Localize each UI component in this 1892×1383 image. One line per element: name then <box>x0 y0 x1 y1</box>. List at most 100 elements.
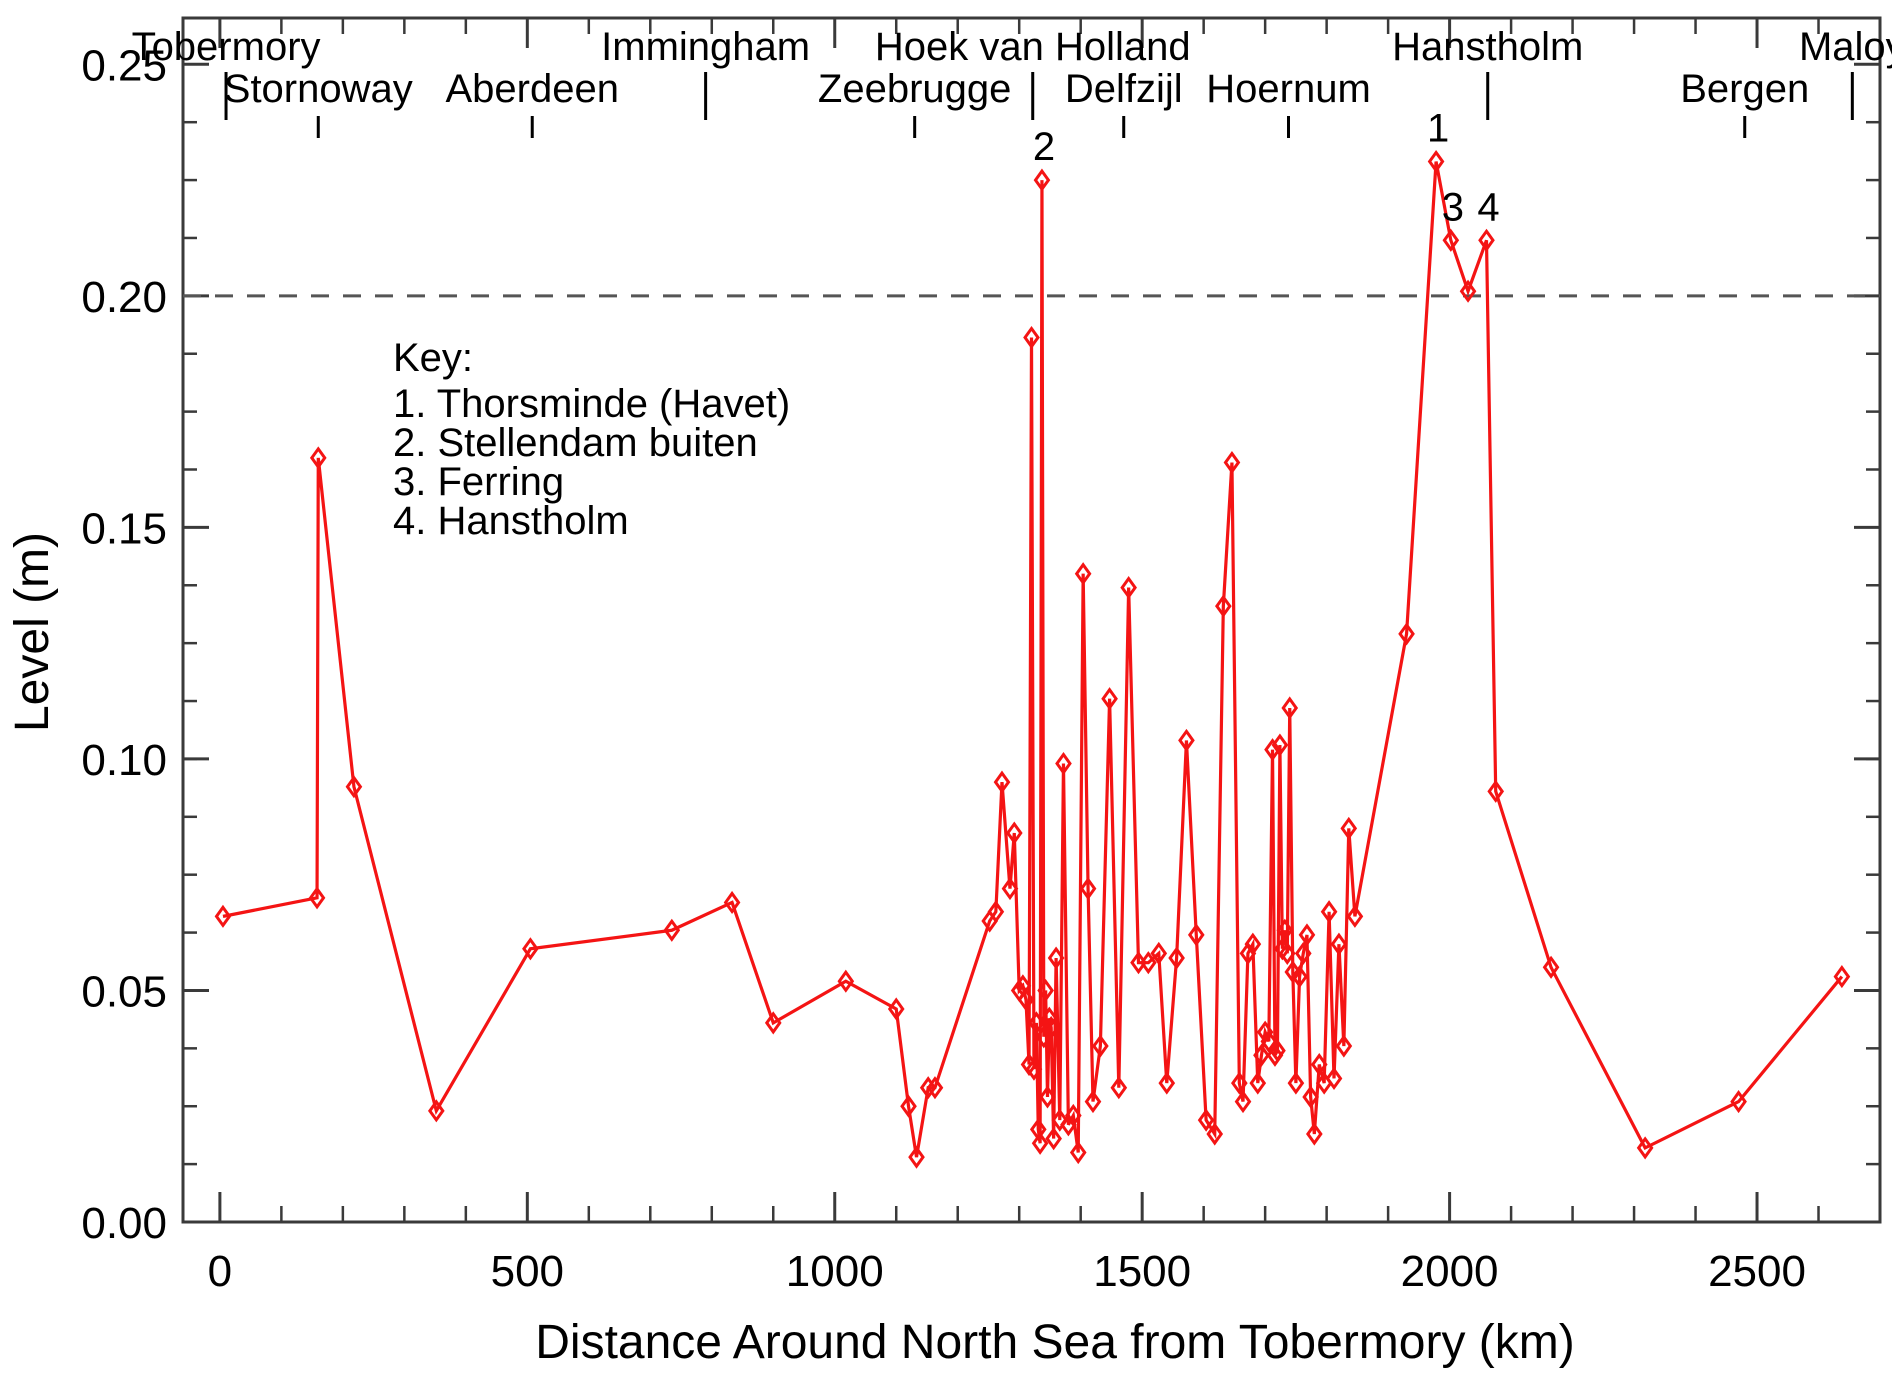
peak-annotations: 2 1 3 4 <box>1033 107 1500 230</box>
data-point-marker <box>1459 279 1477 303</box>
data-point-marker <box>1084 1090 1102 1114</box>
data-point-marker <box>663 918 681 942</box>
data-point-marker <box>1276 918 1294 942</box>
annotation-3: 3 <box>1442 185 1464 229</box>
data-point-marker <box>1092 1034 1109 1058</box>
data-series-level <box>214 149 1851 1169</box>
data-point-marker <box>522 937 539 961</box>
port-label-immingham: Immingham <box>601 25 810 69</box>
port-label-stornoway: Stornoway <box>224 67 413 111</box>
data-point-marker <box>1158 1071 1176 1095</box>
data-point-marker <box>1244 932 1262 956</box>
data-point-marker <box>1478 228 1495 252</box>
data-point-marker <box>1730 1090 1747 1114</box>
data-point-marker <box>1291 965 1308 989</box>
data-point-marker <box>1306 1122 1323 1146</box>
data-point-marker <box>1253 1043 1270 1067</box>
data-point-marker <box>1636 1136 1654 1160</box>
port-label-delfzijl: Delfzijl <box>1065 67 1183 111</box>
y-tick-label: 0.25 <box>81 41 167 90</box>
data-point-marker <box>1298 923 1316 947</box>
y-tick-label: 0.10 <box>81 736 167 785</box>
data-point-marker <box>1542 955 1560 979</box>
port-label-zeebrugge: Zeebrugge <box>818 67 1011 111</box>
data-point-marker <box>1427 149 1445 174</box>
key-item-4: 4. Hanstholm <box>393 499 629 543</box>
data-point-marker <box>1271 733 1289 757</box>
data-point-marker <box>1025 1057 1043 1081</box>
data-point-marker <box>1039 1085 1056 1109</box>
port-label-hoernum: Hoernum <box>1206 67 1371 111</box>
data-point-marker <box>345 775 363 799</box>
data-point-marker <box>1249 1071 1267 1095</box>
data-point-marker <box>1234 1090 1252 1114</box>
data-point-marker <box>1302 1085 1319 1109</box>
data-point-marker <box>837 969 855 993</box>
data-point-marker <box>764 1011 782 1035</box>
x-tick-label: 2500 <box>1708 1247 1806 1296</box>
plot-frame <box>181 16 1882 1224</box>
data-point-marker <box>1031 1131 1049 1155</box>
y-tick-label: 0.05 <box>81 967 167 1016</box>
annotation-4: 4 <box>1477 185 1499 229</box>
port-label-aberdeen: Aberdeen <box>445 67 618 111</box>
plot-box <box>181 16 1882 1224</box>
data-point-marker <box>1264 738 1281 762</box>
data-point-marker <box>1055 751 1072 776</box>
data-point-marker <box>1330 932 1348 956</box>
data-point-marker <box>1028 1011 1045 1035</box>
series-polyline <box>222 161 1844 1158</box>
data-point-marker <box>908 1145 925 1169</box>
data-point-marker <box>1294 941 1312 965</box>
data-point-marker <box>1223 450 1241 475</box>
x-tick-label: 500 <box>491 1247 564 1296</box>
y-tick-label: 0.20 <box>81 273 167 322</box>
key-item-3: 3. Ferring <box>393 460 564 504</box>
data-point-marker <box>1139 951 1157 975</box>
x-tick-label: 1000 <box>786 1247 884 1296</box>
data-point-marker <box>1074 562 1092 586</box>
data-point-marker <box>1260 1029 1278 1053</box>
data-point-marker <box>1215 594 1232 618</box>
data-point-marker <box>1256 1020 1274 1044</box>
data-point-marker <box>1178 728 1195 752</box>
data-point-marker <box>1023 325 1040 350</box>
y-tick-label: 0.15 <box>81 504 167 553</box>
data-point-marker <box>1150 941 1168 965</box>
x-axis-ticks: 0 500 1000 1500 2000 2500 <box>208 18 1882 1296</box>
key-heading: Key: <box>393 336 473 380</box>
data-point-marker <box>1269 1039 1286 1063</box>
data-point-marker <box>919 1076 937 1100</box>
data-point-marker <box>308 886 326 910</box>
data-point-marker <box>1833 965 1851 989</box>
data-point-marker <box>427 1099 445 1123</box>
data-point-marker <box>1442 228 1460 252</box>
data-point-marker <box>1187 923 1205 947</box>
data-point-marker <box>1340 816 1358 840</box>
port-label-hanstholm: Hanstholm <box>1392 25 1583 69</box>
data-point-marker <box>1042 1015 1060 1040</box>
data-point-marker <box>1110 1076 1128 1100</box>
data-point-marker <box>214 904 232 928</box>
x-tick-label: 2000 <box>1401 1247 1499 1296</box>
data-point-marker <box>1281 696 1299 720</box>
data-point-marker <box>1001 877 1019 901</box>
data-point-marker <box>1120 576 1137 600</box>
data-point-marker <box>1278 941 1296 965</box>
x-axis-title: Distance Around North Sea from Tobermory… <box>535 1316 1575 1369</box>
data-point-marker <box>1230 1071 1248 1095</box>
x-tick-label: 0 <box>208 1247 232 1296</box>
data-point-marker <box>900 1094 917 1118</box>
port-label-bergen: Bergen <box>1680 67 1809 111</box>
key-item-1: 1. Thorsminde (Havet) <box>393 382 790 426</box>
port-label-hoek-van-holland: Hoek van Holland <box>875 25 1191 69</box>
data-point-marker <box>1101 687 1118 711</box>
data-point-marker <box>1335 1034 1353 1058</box>
data-point-marker <box>926 1076 944 1100</box>
data-point-marker <box>1037 978 1054 1003</box>
y-axis-ticks: 0.00 0.05 0.10 0.15 0.20 0.25 <box>81 41 1880 1248</box>
data-point-marker <box>723 890 741 915</box>
